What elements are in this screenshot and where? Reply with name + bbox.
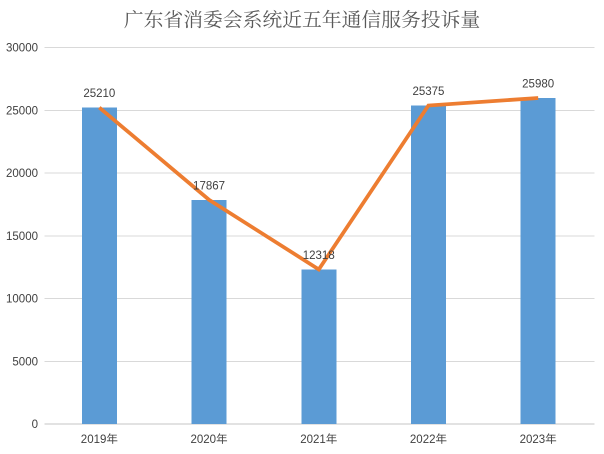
x-tick-label-2020-cjk-glyph	[216, 433, 228, 444]
chart-title-text-cjk-glyph	[184, 10, 202, 29]
bar-2022年	[410, 105, 446, 424]
data-label-2020年: 17867	[193, 180, 225, 192]
chart-title-text-cjk-glyph	[144, 10, 163, 29]
y-tick-label-10000: 10000	[6, 294, 38, 306]
chart-title-text-cjk-glyph	[124, 9, 143, 29]
y-tick-label-20000: 20000	[6, 168, 38, 180]
x-tick-label-2020: 2020	[191, 433, 228, 446]
x-tick-label-2022-text: 2022	[410, 434, 436, 446]
x-tick-label-2021-cjk-glyph	[326, 433, 337, 444]
x-tick-label-2019-text: 2019	[81, 434, 107, 446]
chart-title-text-cjk-glyph	[223, 9, 242, 29]
chart-title-text-cjk-glyph	[203, 10, 223, 29]
chart-title	[124, 9, 480, 29]
y-tick-label-5000: 5000	[12, 356, 38, 368]
x-tick-label-2021-text: 2021	[300, 434, 326, 446]
chart-title-text-cjk-glyph	[441, 9, 460, 29]
bar-2019年	[81, 107, 117, 424]
chart-title-text-cjk-glyph	[322, 9, 341, 29]
bar-2020年	[191, 199, 227, 424]
chart-title-text-cjk-glyph	[302, 10, 322, 27]
gridlines-group	[44, 47, 595, 362]
chart-title-text-cjk-glyph	[282, 10, 302, 28]
x-tick-label-2023-text: 2023	[520, 434, 546, 446]
x-tick-label-2022-cjk-glyph	[436, 433, 447, 444]
y-tick-label-25000: 25000	[6, 105, 38, 117]
x-tick-label-2023: 2023	[520, 433, 557, 446]
chart-title-text	[124, 9, 480, 29]
bar-2021年	[301, 269, 337, 424]
y-tick-label-30000: 30000	[6, 43, 38, 55]
data-label-2021年: 12318	[303, 250, 335, 262]
trend-line	[98, 96, 539, 272]
y-tick-label-0: 0	[32, 419, 38, 431]
x-axis-tick-labels: 2019 2020 2021 2022 2023	[81, 433, 557, 446]
bars-group	[81, 97, 556, 425]
data-label-2019年: 25210	[83, 88, 115, 100]
chart-title-text-cjk-glyph	[461, 10, 480, 28]
y-tick-label-15000: 15000	[6, 231, 38, 243]
data-label-2022年: 25375	[412, 86, 444, 98]
y-axis-tick-labels: 0 5000 10000 15000 20000 25000 30000	[6, 43, 38, 432]
x-tick-label-2020-text: 2020	[191, 434, 217, 446]
chart-title-text-cjk-glyph	[263, 9, 282, 29]
trend-line-group	[98, 96, 539, 272]
chart-title-text-cjk-glyph	[381, 10, 401, 29]
x-tick-label-2021: 2021	[300, 433, 337, 446]
chart-title-text-cjk-glyph	[362, 9, 381, 29]
chart-title-text-cjk-glyph	[421, 10, 440, 29]
x-tick-label-2019: 2019	[81, 433, 118, 446]
chart-title-text-cjk-glyph	[164, 10, 182, 29]
x-tick-label-2019-cjk-glyph	[106, 433, 118, 444]
x-tick-label-2023-cjk-glyph	[545, 433, 557, 444]
data-label-2023年: 25980	[522, 78, 554, 90]
data-labels-group: 25210 17867 12318 25375 25980	[83, 78, 554, 261]
chart-title-text-cjk-glyph	[342, 10, 361, 28]
x-tick-label-2022: 2022	[410, 433, 447, 446]
bar-2023年	[520, 97, 556, 425]
chart-title-text-cjk-glyph	[243, 9, 261, 29]
chart-title-text-cjk-glyph	[401, 9, 421, 29]
